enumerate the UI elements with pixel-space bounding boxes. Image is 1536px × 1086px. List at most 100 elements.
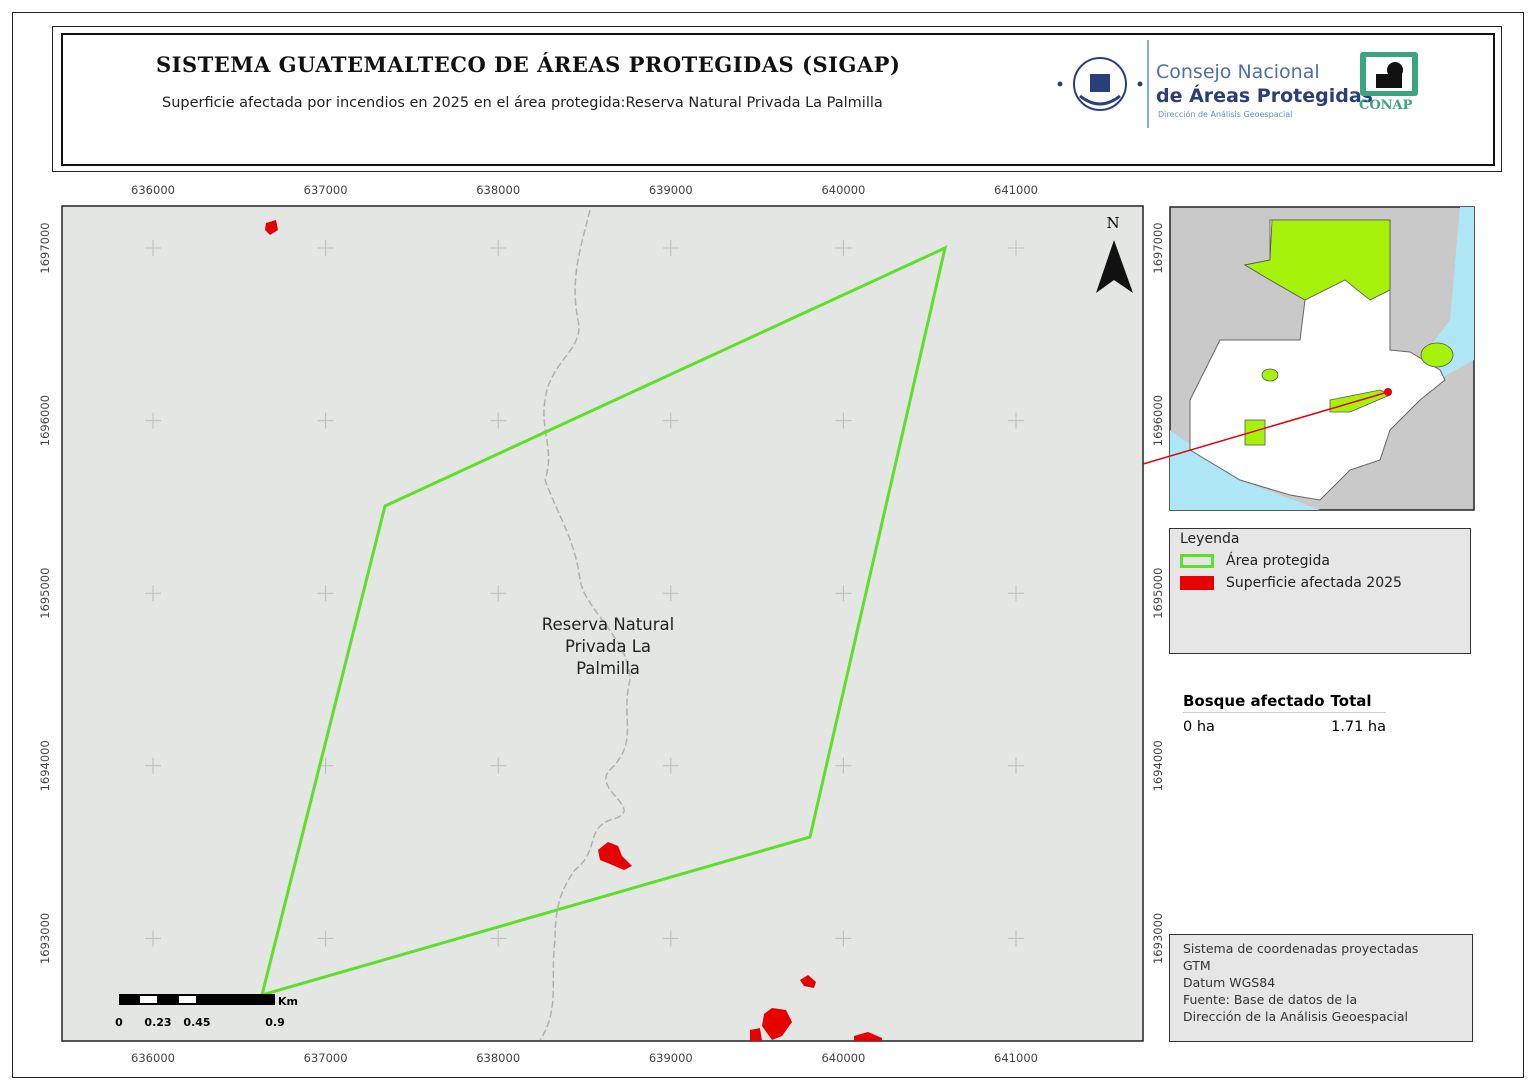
x-tick-label: 641000 (994, 183, 1038, 197)
y-tick-label: 1696000 (1151, 395, 1165, 446)
legend-title: Leyenda (1180, 531, 1240, 547)
guatemala-seal-logo (1057, 57, 1143, 111)
grid-cross (145, 585, 161, 602)
scale-label: 0 (115, 1016, 123, 1029)
legend-item-protected-area: Área protegida (1180, 553, 1460, 569)
outline-swatch (1180, 554, 1214, 568)
y-tick-label: 1694000 (1151, 740, 1165, 791)
header (61, 33, 1495, 166)
x-tick-label: 636000 (131, 1051, 175, 1065)
x-tick-label: 639000 (649, 1051, 693, 1065)
grid-cross (145, 757, 161, 774)
y-tick-label: 1693000 (1151, 913, 1165, 964)
grid-cross (1008, 757, 1024, 774)
burned-patch (854, 1032, 882, 1041)
ocean (1170, 430, 1320, 510)
grid-cross (145, 930, 161, 947)
locator-pointer (1142, 391, 1389, 465)
legend-item-burned: Superficie afectada 2025 (1180, 575, 1460, 591)
map-frame (61, 205, 1144, 1042)
y-tick-label: 1693000 (38, 913, 52, 964)
metadata-box: Sistema de coordenadas proyectadas GTM D… (1169, 934, 1473, 1042)
x-tick-label: 640000 (821, 183, 865, 197)
grid-cross (317, 412, 334, 429)
legend-label: Área protegida (1226, 553, 1330, 569)
grid-cross (490, 930, 507, 947)
grid-cross (1008, 240, 1024, 256)
coordinate-ticks: 636000 636000 637000 637000 638000 638000 6390… (38, 183, 1165, 1065)
grid-cross (317, 240, 334, 256)
stats-table: Bosque afectado Total 0 ha 1.71 ha (1183, 692, 1386, 735)
conap-name-line1: Consejo Nacional (1156, 61, 1320, 83)
river (539, 209, 631, 1041)
grid-cross (317, 930, 334, 947)
info-line: Datum WGS84 (1183, 975, 1276, 990)
grid-cross (835, 240, 852, 256)
grid-cross (1008, 585, 1024, 602)
y-tick-label: 1695000 (38, 568, 52, 619)
grid-cross (317, 585, 334, 602)
grid-cross (145, 240, 161, 256)
grid-cross (662, 757, 679, 774)
scale-label: 0.23 (144, 1016, 171, 1029)
area-label-line: Palmilla (576, 659, 640, 678)
area-label: Reserva Natural Privada La Palmilla (542, 615, 674, 678)
info-line: Fuente: Base de datos de la (1183, 992, 1358, 1007)
y-tick-label: 1697000 (38, 222, 52, 273)
grid-cross (835, 757, 852, 774)
stat-value: 0 ha (1183, 719, 1215, 735)
info-line: Dirección de la Análisis Geoespacial (1183, 1009, 1408, 1024)
y-tick-label: 1696000 (38, 395, 52, 446)
burned-areas (265, 220, 882, 1041)
burned-patch (265, 220, 278, 235)
burned-patch (598, 842, 632, 870)
north-arrow-icon: N (1096, 214, 1133, 293)
legend-label: Superficie afectada 2025 (1226, 575, 1402, 591)
x-tick-label: 638000 (476, 1051, 520, 1065)
grid-cross (835, 930, 852, 947)
y-tick-label: 1694000 (38, 740, 52, 791)
header-frame (52, 26, 1502, 172)
scale-bar: Km 0 0.23 0.45 0.9 (115, 994, 298, 1029)
x-tick-label: 636000 (131, 183, 175, 197)
y-tick-label: 1697000 (1151, 222, 1165, 273)
grid-cross (835, 585, 852, 602)
x-tick-label: 637000 (304, 183, 348, 197)
grid-cross (662, 240, 679, 256)
y-tick-label: 1695000 (1151, 568, 1165, 619)
conap-monkey-logo: CONAP (1359, 52, 1418, 113)
area-label-line: Reserva Natural (542, 615, 674, 634)
stat-header: Total (1330, 692, 1372, 710)
page-title: SISTEMA GUATEMALTECO DE ÁREAS PROTEGIDAS… (156, 52, 901, 77)
stat-header: Bosque afectado (1183, 692, 1325, 710)
info-line: GTM (1183, 958, 1211, 973)
x-tick-label: 637000 (304, 1051, 348, 1065)
grid-cross (662, 412, 679, 429)
x-tick-label: 639000 (649, 183, 693, 197)
scale-label: 0.45 (183, 1016, 210, 1029)
page-frame (12, 12, 1524, 1078)
grid-cross (490, 757, 507, 774)
grid-cross (1008, 930, 1024, 947)
scale-label: 0.9 (265, 1016, 285, 1029)
burned-patch (750, 1028, 762, 1041)
burned-patch (800, 975, 816, 988)
stat-value: 1.71 ha (1331, 719, 1386, 735)
grid-cross (490, 585, 507, 602)
locator-map (1142, 206, 1475, 511)
grid-cross (662, 930, 679, 947)
conap-name-line2: de Áreas Protegidas (1156, 84, 1373, 107)
protected-area-boundary[interactable] (259, 245, 948, 998)
grid-cross (490, 240, 507, 256)
location-marker (1384, 388, 1392, 396)
x-tick-label: 640000 (821, 1051, 865, 1065)
x-tick-label: 641000 (994, 1051, 1038, 1065)
scale-unit: Km (278, 995, 298, 1008)
logos: Consejo Nacional de Áreas Protegidas Dir… (1057, 40, 1418, 128)
burned-patch (762, 1008, 792, 1040)
grid-cross (1008, 412, 1024, 429)
grid-cross (662, 585, 679, 602)
protected-areas-north (1243, 219, 1391, 301)
grid-cross (835, 412, 852, 429)
